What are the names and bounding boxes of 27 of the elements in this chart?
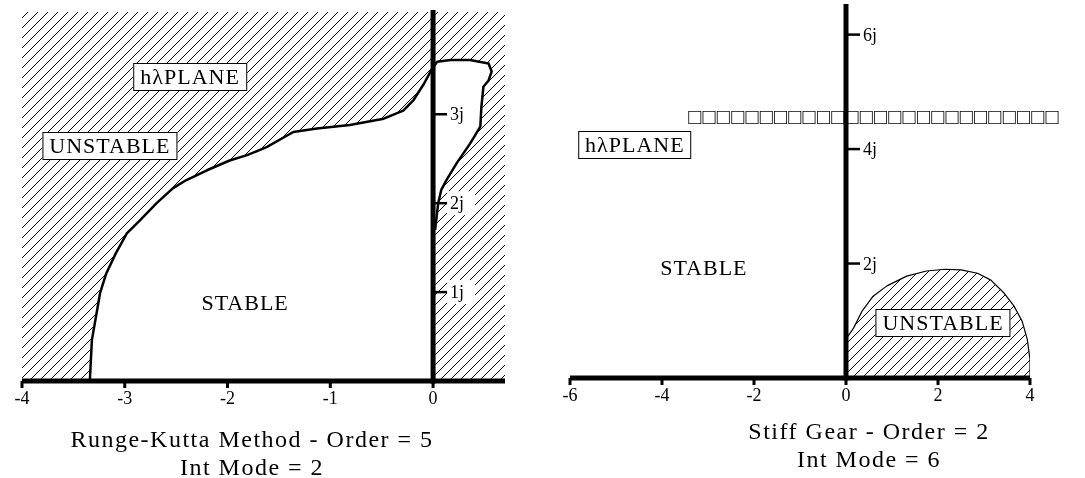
y-tick-label: 4j (863, 139, 878, 160)
y-tick-label: 3j (450, 104, 465, 125)
annotation: hλPLANE (133, 62, 247, 91)
y-tick-label: 6j (863, 24, 878, 45)
text: Int Mode = 2 (179, 454, 325, 478)
x-tick-label: -2 (220, 387, 236, 408)
x-tick-label: -1 (322, 387, 338, 408)
x-tick-label: 2 (933, 384, 943, 405)
y-tick-label: 2j (450, 193, 465, 214)
y-tick-label: 2j (863, 253, 878, 274)
annotation: STABLE (201, 290, 289, 316)
annotation: hλPLANE (578, 131, 692, 160)
text: Stiff Gear - Order = 2 (748, 418, 990, 445)
x-tick-label: 0 (841, 384, 851, 405)
annotation: STABLE (660, 254, 748, 280)
x-tick-label: -4 (654, 384, 670, 405)
x-tick-label: -6 (562, 384, 578, 405)
x-tick-label: 4 (1025, 384, 1035, 405)
text: Int Mode = 6 (796, 446, 942, 473)
x-tick-label: -4 (14, 387, 30, 408)
text: Runge-Kutta Method - Order = 5 (70, 426, 434, 453)
x-tick-label: 0 (428, 387, 438, 408)
y-tick-label: 1j (450, 282, 465, 303)
x-tick-label: -3 (117, 387, 133, 408)
x-tick-label: -2 (746, 384, 762, 405)
band-label: UNSTABLE (42, 131, 178, 160)
annotation: UNSTABLE (875, 308, 1011, 337)
